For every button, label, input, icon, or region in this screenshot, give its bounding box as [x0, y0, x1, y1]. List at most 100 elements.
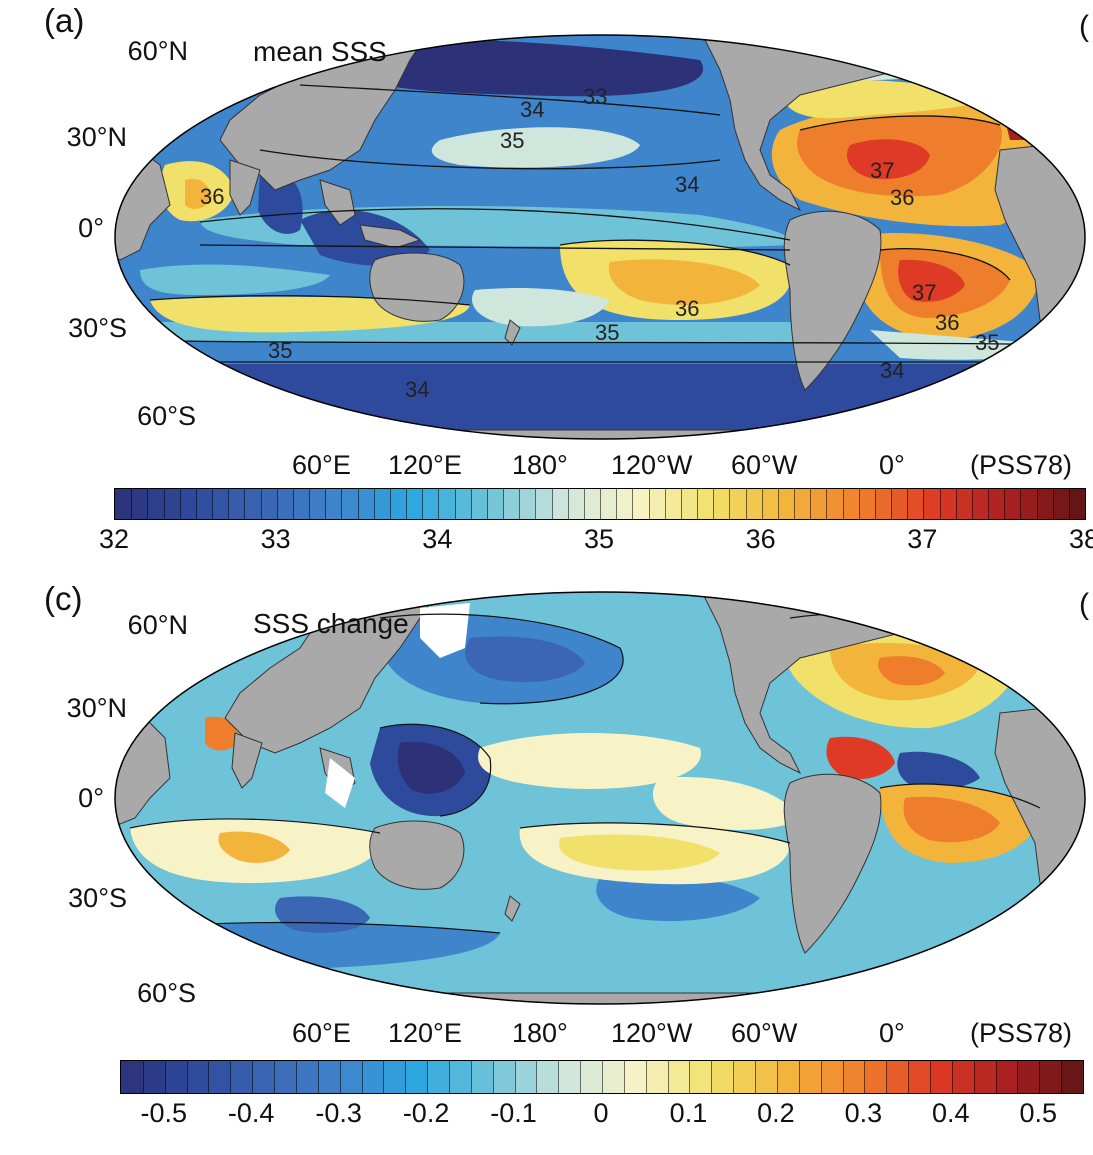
colorbar-segment	[142, 1061, 166, 1093]
colorbar-segment	[383, 1061, 406, 1093]
colorbar-tick-label: 32	[98, 524, 130, 554]
colorbar-segment	[810, 489, 827, 519]
colorbar-divider	[295, 1061, 297, 1093]
colorbar-segment	[842, 1061, 865, 1093]
colorbar-segment	[645, 1061, 669, 1093]
colorbar-divider	[361, 1061, 363, 1093]
colorbar-divider	[276, 489, 278, 519]
colorbar-segment	[798, 1061, 822, 1093]
colorbar-divider	[492, 1061, 494, 1093]
colorbar-divider	[929, 1061, 931, 1093]
colorbar-segment	[1052, 489, 1070, 519]
colorbar-segment	[519, 489, 536, 519]
colorbar-segment	[1068, 489, 1085, 519]
colorbar-segment	[317, 1061, 341, 1093]
colorbar-segment	[908, 1061, 931, 1093]
colorbar-divider	[842, 489, 844, 519]
colorbar-divider	[274, 1061, 276, 1093]
colorbar-divider	[1017, 1061, 1019, 1093]
colorbar-divider	[908, 1061, 910, 1093]
panel-letter: (a)	[44, 2, 85, 39]
colorbar-divider	[454, 489, 456, 519]
contour-label: 35	[975, 330, 999, 355]
colorbar-segment	[761, 489, 779, 519]
colorbar-segment	[389, 489, 407, 519]
colorbar-tick-label: 0	[593, 1098, 609, 1128]
colorbar-segment	[632, 489, 650, 519]
land-masses	[115, 592, 1085, 1004]
colorbar-divider	[891, 489, 892, 519]
colorbar-segment	[667, 1061, 691, 1093]
colorbar-tick-label: 34	[422, 524, 453, 554]
sss-change-map	[114, 591, 1086, 1005]
colorbar-segment	[551, 489, 569, 519]
colorbar-segment	[230, 1061, 253, 1093]
colorbar-divider	[951, 1061, 953, 1093]
colorbar-segment	[503, 489, 520, 519]
colorbar-divider	[907, 489, 909, 519]
contour-label: 35	[500, 128, 524, 153]
colorbar-divider	[874, 489, 876, 519]
colorbar-divider	[580, 1061, 582, 1093]
colorbar-divider	[470, 1061, 472, 1093]
colorbar-segment	[995, 1061, 1018, 1093]
colorbar-segment	[1017, 1061, 1040, 1093]
lat-label-eq: 0°	[78, 783, 104, 813]
lon-label: 120°E	[388, 1018, 462, 1048]
contour-label: 34	[405, 377, 429, 402]
colorbar-segment	[755, 1061, 778, 1093]
colorbar-tick-label: -0.1	[490, 1098, 537, 1128]
colorbar-divider	[551, 489, 553, 519]
colorbar-divider	[820, 1061, 822, 1093]
colorbar-segment	[470, 489, 488, 519]
colorbar-divider	[1052, 489, 1054, 519]
colorbar-divider	[1061, 1061, 1063, 1093]
colorbar-divider	[777, 489, 779, 519]
colorbar-tick-label: 0.5	[1019, 1098, 1058, 1128]
colorbar-divider	[995, 1061, 997, 1093]
colorbar-segment	[711, 1061, 734, 1093]
lon-label: 0°	[879, 450, 905, 480]
contour-label: 36	[935, 310, 959, 335]
unit-label: (PSS78)	[970, 450, 1073, 480]
lon-label: 180°	[512, 450, 568, 480]
colorbar-divider	[680, 489, 682, 519]
colorbar-divider	[470, 489, 472, 519]
colorbar-segment	[600, 489, 617, 519]
colorbar-segment	[842, 489, 860, 519]
lat-label-30s: 30°S	[68, 883, 127, 913]
colorbar-divider	[583, 489, 585, 519]
colorbar-divider	[503, 489, 504, 519]
colorbar-segment	[121, 1061, 144, 1093]
colorbar	[120, 1060, 1084, 1094]
colorbar-divider	[567, 489, 569, 519]
north-pacific-gyre	[431, 127, 640, 168]
colorbar-divider	[373, 489, 375, 519]
colorbar-divider	[755, 1061, 757, 1093]
colorbar-segment	[858, 489, 876, 519]
colorbar-segment	[874, 489, 892, 519]
colorbar-segment	[583, 489, 601, 519]
colorbar-segment	[988, 489, 1005, 519]
colorbar-divider	[632, 489, 634, 519]
colorbar-divider	[602, 1061, 603, 1093]
colorbar-segment	[1061, 1061, 1083, 1093]
colorbar-divider	[325, 489, 327, 519]
colorbar-divider	[697, 489, 698, 519]
colorbar-tick-label: 33	[260, 524, 291, 554]
sss-map: 33 34 35 34 36 36 37 36 37 36 35 35 35 3…	[114, 34, 1086, 440]
map-title: mean SSS	[253, 36, 387, 67]
colorbar-divider	[486, 489, 488, 519]
colorbar-divider	[252, 1061, 254, 1093]
contour-label: 35	[268, 338, 292, 363]
colorbar-segment	[558, 1061, 581, 1093]
colorbar-segment	[886, 1061, 909, 1093]
contour-label: 34	[880, 358, 904, 383]
colorbar-divider	[142, 1061, 144, 1093]
colorbar-tick-label: -0.4	[227, 1098, 275, 1128]
contour-label: 33	[583, 84, 607, 109]
colorbar-divider	[1004, 489, 1006, 519]
colorbar-divider	[230, 1061, 232, 1093]
colorbar-segment	[907, 489, 924, 519]
colorbar-divider	[664, 489, 666, 519]
